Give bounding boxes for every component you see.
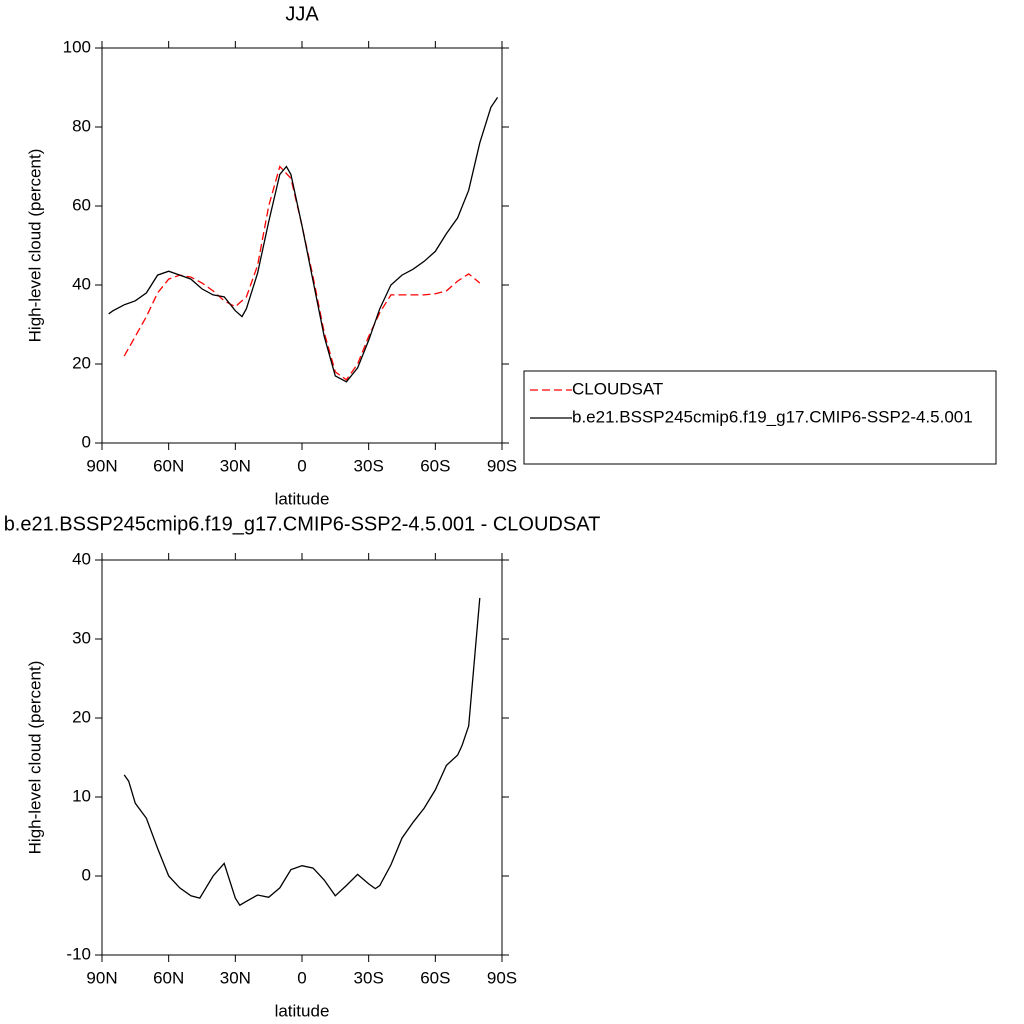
x-tick-label: 0 bbox=[297, 968, 306, 987]
x-tick-label: 60S bbox=[420, 456, 450, 475]
x-axis-label: latitude bbox=[275, 1001, 330, 1020]
x-tick-label: 90N bbox=[86, 968, 117, 987]
data-line bbox=[123, 597, 481, 907]
x-tick-label: 30S bbox=[354, 456, 384, 475]
x-tick-label: 90N bbox=[86, 456, 117, 475]
x-tick-label: 0 bbox=[297, 456, 306, 475]
y-tick-label: 0 bbox=[82, 432, 91, 451]
x-tick-label: 90S bbox=[487, 968, 517, 987]
data-line bbox=[123, 165, 481, 381]
chart-title: JJA bbox=[285, 3, 319, 25]
x-tick-label: 30N bbox=[220, 968, 251, 987]
x-axis-label: latitude bbox=[275, 489, 330, 508]
y-tick-label: -10 bbox=[66, 944, 91, 963]
x-tick-label: 90S bbox=[487, 456, 517, 475]
y-axis-label: High-level cloud (percent) bbox=[25, 661, 44, 855]
plot-frame bbox=[101, 559, 503, 956]
y-tick-label: 100 bbox=[63, 37, 91, 56]
y-axis-label: High-level cloud (percent) bbox=[25, 149, 44, 343]
x-tick-label: 30S bbox=[354, 968, 384, 987]
y-tick-label: 30 bbox=[72, 628, 91, 647]
y-tick-label: 20 bbox=[72, 707, 91, 726]
chart-title: b.e21.BSSP245cmip6.f19_g17.CMIP6-SSP2-4.… bbox=[4, 513, 601, 535]
data-line bbox=[108, 97, 499, 383]
y-tick-label: 10 bbox=[72, 786, 91, 805]
y-tick-label: 80 bbox=[72, 116, 91, 135]
y-tick-label: 0 bbox=[82, 865, 91, 884]
x-tick-label: 60S bbox=[420, 968, 450, 987]
x-tick-label: 60N bbox=[153, 456, 184, 475]
legend-label: CLOUDSAT bbox=[572, 379, 663, 398]
plot-frame bbox=[101, 47, 503, 444]
legend-box bbox=[523, 370, 997, 465]
y-tick-label: 40 bbox=[72, 274, 91, 293]
y-tick-label: 60 bbox=[72, 195, 91, 214]
y-tick-label: 40 bbox=[72, 549, 91, 568]
legend-label: b.e21.BSSP245cmip6.f19_g17.CMIP6-SSP2-4.… bbox=[572, 407, 973, 426]
x-tick-label: 60N bbox=[153, 968, 184, 987]
y-tick-label: 20 bbox=[72, 353, 91, 372]
x-tick-label: 30N bbox=[220, 456, 251, 475]
